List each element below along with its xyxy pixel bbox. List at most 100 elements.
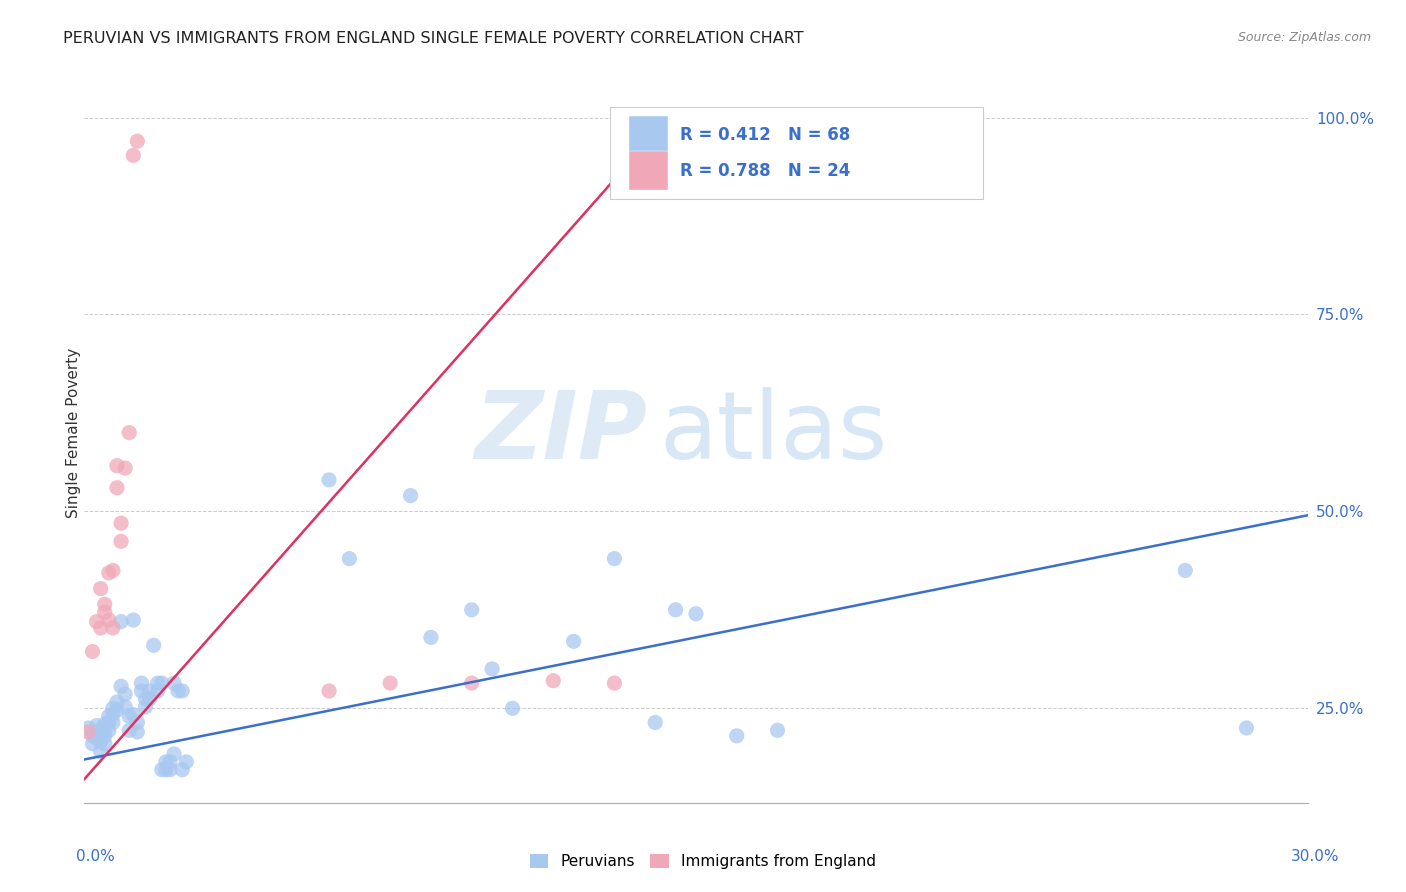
Point bbox=[725, 729, 748, 743]
Point bbox=[603, 551, 626, 566]
Point bbox=[167, 684, 190, 698]
Point bbox=[118, 723, 141, 738]
Point bbox=[155, 755, 177, 769]
Point bbox=[101, 715, 124, 730]
Point bbox=[163, 676, 186, 690]
Text: ZIP: ZIP bbox=[474, 386, 647, 479]
Point bbox=[97, 723, 120, 738]
Point bbox=[90, 723, 112, 738]
Text: atlas: atlas bbox=[659, 386, 887, 479]
Point bbox=[118, 709, 141, 723]
Point bbox=[135, 691, 157, 706]
Legend: Peruvians, Immigrants from England: Peruvians, Immigrants from England bbox=[524, 847, 882, 875]
Point bbox=[318, 684, 340, 698]
Point bbox=[86, 725, 108, 739]
Point bbox=[481, 662, 503, 676]
Point bbox=[461, 676, 484, 690]
Point bbox=[93, 605, 115, 619]
Text: R = 0.788   N = 24: R = 0.788 N = 24 bbox=[681, 161, 851, 179]
Point bbox=[146, 676, 169, 690]
Point bbox=[118, 425, 141, 440]
Point bbox=[127, 134, 149, 148]
Point bbox=[105, 703, 128, 717]
Point bbox=[127, 715, 149, 730]
Text: R = 0.412   N = 68: R = 0.412 N = 68 bbox=[681, 126, 851, 144]
Point bbox=[110, 615, 132, 629]
Point bbox=[97, 613, 120, 627]
FancyBboxPatch shape bbox=[628, 116, 668, 154]
Point bbox=[766, 723, 789, 738]
Point bbox=[82, 729, 104, 743]
Point bbox=[110, 679, 132, 693]
Point bbox=[146, 684, 169, 698]
Point bbox=[77, 725, 100, 739]
Point bbox=[135, 699, 157, 714]
Point bbox=[150, 676, 173, 690]
Point bbox=[543, 673, 565, 688]
Y-axis label: Single Female Poverty: Single Female Poverty bbox=[66, 348, 80, 517]
Point bbox=[86, 731, 108, 746]
Point bbox=[90, 734, 112, 748]
Point bbox=[159, 763, 181, 777]
Point bbox=[101, 564, 124, 578]
Text: 30.0%: 30.0% bbox=[1291, 849, 1339, 864]
Point bbox=[138, 684, 160, 698]
Point bbox=[318, 473, 340, 487]
Point bbox=[90, 621, 112, 635]
Point bbox=[172, 684, 194, 698]
Point bbox=[131, 684, 153, 698]
Point bbox=[97, 709, 120, 723]
Point bbox=[122, 613, 145, 627]
Point bbox=[105, 481, 128, 495]
Point bbox=[172, 763, 194, 777]
Point bbox=[461, 603, 484, 617]
FancyBboxPatch shape bbox=[610, 107, 983, 200]
Point bbox=[174, 755, 197, 769]
Point bbox=[114, 687, 136, 701]
Point bbox=[93, 717, 115, 731]
Point bbox=[90, 582, 112, 596]
Point bbox=[77, 721, 100, 735]
Point bbox=[86, 615, 108, 629]
Text: Source: ZipAtlas.com: Source: ZipAtlas.com bbox=[1237, 31, 1371, 45]
Point bbox=[399, 489, 422, 503]
Point bbox=[502, 701, 524, 715]
Point bbox=[1236, 721, 1258, 735]
Point bbox=[420, 631, 443, 645]
Point bbox=[90, 745, 112, 759]
Point bbox=[138, 691, 160, 706]
Point bbox=[127, 725, 149, 739]
Point bbox=[105, 458, 128, 473]
Point bbox=[110, 534, 132, 549]
Point bbox=[105, 695, 128, 709]
Point bbox=[163, 747, 186, 761]
Point bbox=[97, 715, 120, 730]
Point bbox=[131, 676, 153, 690]
FancyBboxPatch shape bbox=[628, 152, 668, 190]
Point bbox=[685, 607, 707, 621]
Point bbox=[142, 638, 165, 652]
Point bbox=[644, 715, 666, 730]
Point bbox=[603, 676, 626, 690]
Point bbox=[93, 597, 115, 611]
Point bbox=[665, 603, 688, 617]
Point bbox=[1174, 564, 1197, 578]
Point bbox=[159, 755, 181, 769]
Text: PERUVIAN VS IMMIGRANTS FROM ENGLAND SINGLE FEMALE POVERTY CORRELATION CHART: PERUVIAN VS IMMIGRANTS FROM ENGLAND SING… bbox=[63, 31, 804, 46]
Point bbox=[93, 723, 115, 738]
Point bbox=[97, 566, 120, 580]
Point bbox=[122, 148, 145, 162]
Point bbox=[101, 701, 124, 715]
Point bbox=[82, 644, 104, 658]
Point bbox=[93, 729, 115, 743]
Point bbox=[82, 737, 104, 751]
Point bbox=[101, 707, 124, 722]
Point bbox=[114, 461, 136, 475]
Point bbox=[93, 737, 115, 751]
Point bbox=[339, 551, 361, 566]
Point bbox=[150, 763, 173, 777]
Point bbox=[86, 718, 108, 732]
Point bbox=[562, 634, 585, 648]
Point bbox=[110, 516, 132, 531]
Point bbox=[101, 621, 124, 635]
